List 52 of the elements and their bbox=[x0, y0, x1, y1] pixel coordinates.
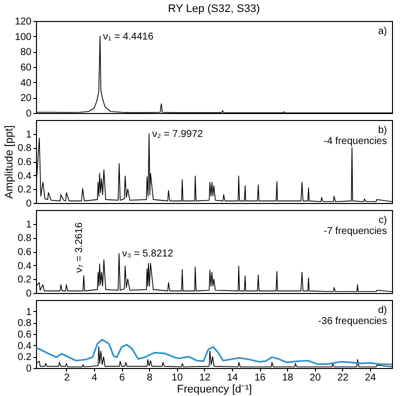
annotation: -36 frequencies bbox=[318, 316, 387, 327]
y-tick-label: 0.4 bbox=[18, 260, 32, 272]
y-tick-label: 0.8 bbox=[18, 143, 32, 154]
chart-title: RY Lep (S32, S33) bbox=[168, 3, 260, 15]
y-tick-label: 0 bbox=[26, 198, 32, 210]
annotation: ν₂ = 7.9972 bbox=[152, 128, 204, 140]
annotation: ν₇ = 3.2616 bbox=[74, 222, 85, 273]
y-tick-label: 0.8 bbox=[18, 233, 32, 244]
annotation: b) bbox=[378, 125, 387, 136]
x-tick-label: 18 bbox=[282, 372, 294, 384]
y-tick-label: 0.6 bbox=[18, 157, 32, 168]
x-axis-title: Frequency [d⁻¹] bbox=[177, 384, 252, 396]
x-tick-label: 2 bbox=[64, 372, 70, 384]
y-tick-label: 0.4 bbox=[18, 340, 32, 352]
x-tick-label: 12 bbox=[199, 372, 211, 384]
y-tick-label: 0.6 bbox=[18, 330, 32, 340]
y-tick-label: 0.8 bbox=[18, 318, 32, 330]
y-tick-label: 0.4 bbox=[18, 170, 32, 182]
y-tick-label: 20 bbox=[20, 93, 32, 104]
x-tick-label: 14 bbox=[226, 372, 238, 384]
y-tick-label: 0.6 bbox=[18, 247, 32, 258]
annotation: d) bbox=[378, 305, 387, 316]
y-tick-label: 80 bbox=[20, 47, 32, 58]
annotation: -4 frequencies bbox=[324, 136, 387, 147]
x-tick-label: 24 bbox=[364, 372, 376, 384]
x-tick-label: 22 bbox=[337, 372, 349, 384]
y-tick-label: 1 bbox=[26, 129, 32, 140]
y-tick-label: 40 bbox=[20, 78, 32, 89]
y-tick-label: 100 bbox=[14, 32, 32, 43]
x-tick-label: 20 bbox=[310, 372, 322, 384]
x-tick-label: 4 bbox=[92, 372, 98, 384]
x-tick-label: 8 bbox=[146, 372, 153, 384]
line-series bbox=[36, 338, 392, 366]
y-tick-label: 1 bbox=[26, 219, 32, 230]
y-tick-label: 0 bbox=[26, 364, 32, 374]
y-tick-label: 0.2 bbox=[18, 184, 32, 196]
y-tick-label: 0 bbox=[26, 108, 32, 120]
annotation: a) bbox=[378, 26, 387, 37]
x-tick-label: 10 bbox=[172, 372, 184, 384]
y-axis-title: Amplitude [ppt] bbox=[4, 125, 16, 199]
y-tick-label: 120 bbox=[14, 16, 32, 28]
y-tick-label: 0 bbox=[26, 288, 32, 300]
y-tick-label: 60 bbox=[20, 62, 32, 74]
annotation: -7 frequencies bbox=[324, 226, 387, 237]
annotation: ν₃ = 5.8212 bbox=[122, 248, 174, 260]
y-tick-label: 0.2 bbox=[18, 274, 32, 286]
y-tick-label: 0.2 bbox=[18, 352, 32, 364]
annotation: ν₁ = 4.4416 bbox=[103, 31, 154, 42]
annotation: c) bbox=[378, 215, 387, 226]
y-tick-label: 1 bbox=[26, 306, 32, 318]
x-tick-label: 6 bbox=[119, 372, 126, 384]
x-tick-label: 16 bbox=[254, 372, 266, 384]
